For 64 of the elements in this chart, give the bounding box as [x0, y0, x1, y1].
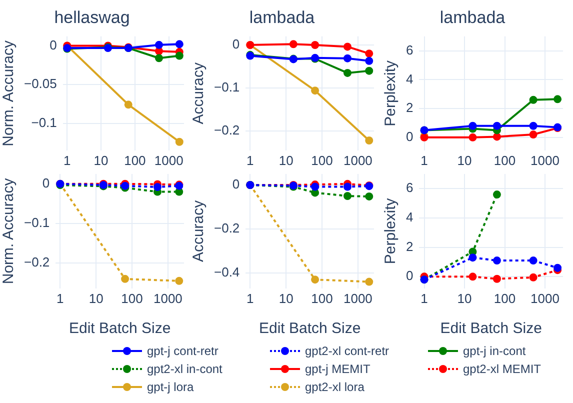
- y-axis-title: Perplexity: [382, 198, 400, 264]
- x-tick-label: 10: [88, 290, 104, 306]
- y-tick-label: 0: [232, 176, 240, 192]
- y-axis-title: Perplexity: [382, 60, 400, 126]
- x-tick-label: 10: [278, 290, 294, 306]
- y-tick-label: 4: [406, 210, 414, 225]
- x-tick-label: 1: [56, 290, 64, 306]
- y-tick-label: −0.1: [31, 114, 57, 130]
- y-tick-label: 0: [50, 37, 57, 52]
- x-tick-label: 1000: [530, 290, 560, 306]
- legend-label: gpt-j in-cont: [463, 344, 526, 358]
- chart-title: lambada: [440, 8, 506, 27]
- chart-title: lambada: [249, 8, 316, 27]
- x-tick-label: 100: [124, 152, 146, 168]
- y-axis-title: Accuracy: [190, 62, 208, 124]
- legend-label: gpt2-xl lora: [305, 380, 364, 394]
- x-tick-label: 1000: [530, 152, 560, 168]
- x-tick-label: 1: [246, 290, 254, 306]
- x-tick-label: 1: [246, 152, 254, 168]
- y-tick-label: 0: [232, 36, 240, 52]
- legend-label: gpt2-xl in-cont: [147, 362, 222, 376]
- x-tick-label: 10: [457, 152, 472, 168]
- x-tick-label: 1000: [153, 290, 182, 306]
- y-tick-label: −0.1: [24, 214, 50, 230]
- legend-label: gpt-j lora: [147, 380, 194, 394]
- x-tick-label: 100: [311, 290, 333, 306]
- y-tick-label: 6: [406, 42, 414, 58]
- y-tick-label: −0.1: [214, 80, 240, 95]
- legend-label: gpt2-xl cont-retr: [305, 344, 390, 358]
- y-tick-label: −0.2: [214, 220, 240, 236]
- y-tick-label: −0.4: [214, 264, 240, 280]
- y-tick-label: −0.2: [24, 254, 50, 270]
- y-tick-label: −0.2: [214, 122, 240, 138]
- y-tick-label: −0.05: [24, 76, 57, 92]
- y-axis-title: Norm. Accuracy: [0, 40, 18, 146]
- y-tick-label: 0: [406, 128, 414, 144]
- x-tick-label: 10: [94, 152, 108, 168]
- y-axis-title: Norm. Accuracy: [0, 178, 18, 284]
- legend-label: gpt2-xl MEMIT: [463, 362, 542, 376]
- legend-label: gpt-j cont-retr: [147, 344, 218, 358]
- y-tick-label: 0: [42, 175, 50, 190]
- chart-title: hellaswag: [54, 8, 130, 27]
- x-tick-label: 1000: [343, 290, 372, 306]
- y-tick-label: 4: [406, 71, 414, 86]
- x-tick-label: 1: [420, 152, 428, 168]
- x-tick-label: 100: [311, 152, 333, 168]
- x-tick-label: 10: [278, 152, 294, 168]
- x-tick-label: 1000: [343, 152, 372, 168]
- x-tick-label: 100: [494, 152, 516, 168]
- x-axis-title: Edit Batch Size: [440, 320, 542, 338]
- y-axis-title: Accuracy: [190, 200, 208, 262]
- y-tick-label: 6: [406, 180, 414, 196]
- x-tick-label: 100: [494, 290, 516, 306]
- y-tick-label: 2: [406, 238, 414, 254]
- legend-label: gpt-j MEMIT: [305, 362, 370, 376]
- x-tick-label: 1000: [154, 152, 184, 168]
- x-tick-label: 100: [121, 290, 143, 306]
- x-tick-label: 10: [457, 290, 472, 306]
- x-tick-label: 1: [420, 290, 428, 306]
- x-axis-title: Edit Batch Size: [68, 320, 171, 338]
- x-axis-title: Edit Batch Size: [258, 320, 361, 338]
- x-tick-label: 1: [64, 152, 71, 168]
- y-tick-label: 2: [406, 100, 414, 116]
- y-tick-label: 0: [406, 268, 414, 284]
